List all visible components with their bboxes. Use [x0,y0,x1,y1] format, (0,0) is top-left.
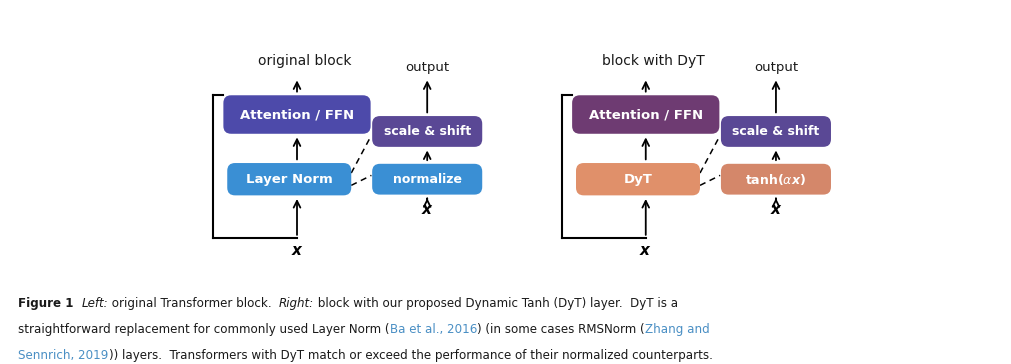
FancyBboxPatch shape [720,116,830,147]
Text: output: output [404,62,449,75]
FancyBboxPatch shape [372,164,482,195]
Text: original Transformer block.: original Transformer block. [108,297,279,310]
Text: block with our proposed Dynamic Tanh (DyT) layer.  DyT is a: block with our proposed Dynamic Tanh (Dy… [313,297,677,310]
Text: ) (in some cases RMSNorm (: ) (in some cases RMSNorm ( [476,323,644,336]
Text: $\boldsymbol{x}$: $\boldsymbol{x}$ [421,202,433,217]
Text: scale & shift: scale & shift [732,125,819,138]
Text: Zhang and: Zhang and [644,323,709,336]
Text: tanh($\alpha\boldsymbol{x}$): tanh($\alpha\boldsymbol{x}$) [745,172,806,187]
Text: output: output [753,62,798,75]
FancyBboxPatch shape [372,116,482,147]
FancyBboxPatch shape [223,95,370,134]
FancyBboxPatch shape [227,163,351,195]
FancyBboxPatch shape [575,163,700,195]
Text: )) layers.  Transformers with DyT match or exceed the performance of their norma: )) layers. Transformers with DyT match o… [108,349,712,362]
Text: $\boldsymbol{x}$: $\boldsymbol{x}$ [290,243,303,258]
Text: scale & shift: scale & shift [383,125,470,138]
Text: block with DyT: block with DyT [602,54,705,68]
Text: normalize: normalize [392,173,461,186]
FancyBboxPatch shape [571,95,719,134]
Text: straightforward replacement for commonly used Layer Norm (: straightforward replacement for commonly… [18,323,389,336]
Text: Left:: Left: [81,297,108,310]
Text: Layer Norm: Layer Norm [246,173,333,186]
Text: $\boldsymbol{x}$: $\boldsymbol{x}$ [639,243,651,258]
Text: Figure 1: Figure 1 [18,297,74,310]
Text: Right:: Right: [279,297,313,310]
Text: Attention / FFN: Attention / FFN [240,108,354,121]
Text: Sennrich, 2019: Sennrich, 2019 [18,349,108,362]
Text: original block: original block [258,54,351,68]
FancyBboxPatch shape [720,164,830,195]
Text: DyT: DyT [623,173,652,186]
Text: Ba et al., 2016: Ba et al., 2016 [389,323,476,336]
Text: Attention / FFN: Attention / FFN [588,108,702,121]
Text: $\boldsymbol{x}$: $\boldsymbol{x}$ [768,202,782,217]
